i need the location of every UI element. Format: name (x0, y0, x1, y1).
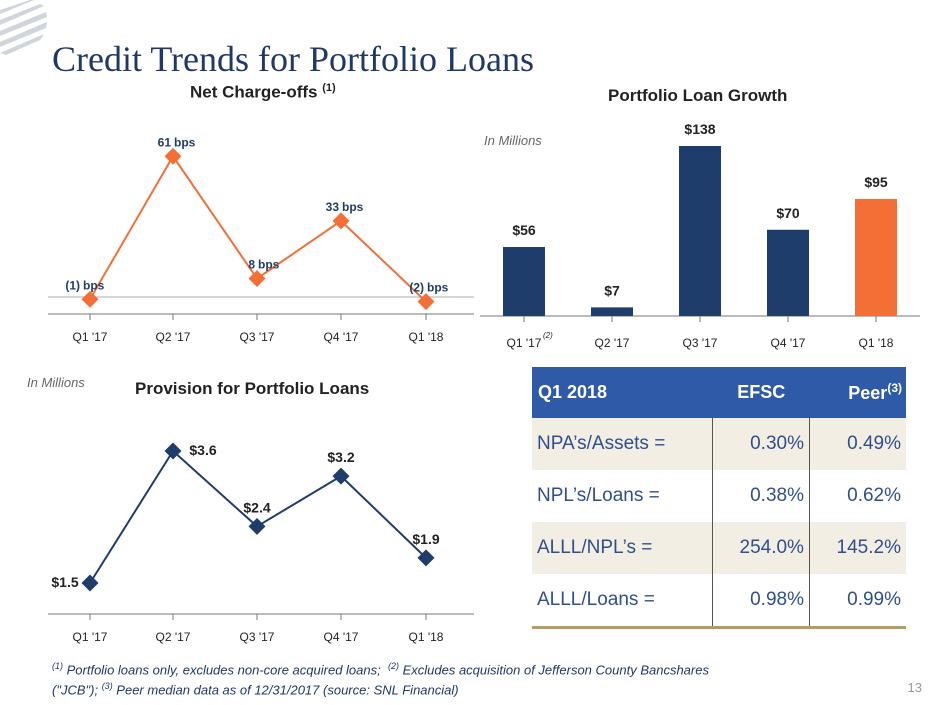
data-label: 61 (158, 135, 172, 149)
footnote-3-sup: (3) (101, 681, 113, 692)
table-cell-peer: 0.49% (808, 418, 906, 470)
footnote-1-sup: (1) (52, 661, 63, 671)
net-chargeoffs-title: Net Charge-offs (1) (190, 82, 336, 103)
data-point (164, 147, 182, 165)
bar (503, 247, 545, 316)
data-label: $3.2 (327, 449, 354, 465)
net-chargeoffs-title-sup: (1) (322, 82, 336, 94)
data-point (332, 212, 350, 230)
x-tick-label: Q4 '17 (324, 330, 359, 344)
data-label: (1) (65, 278, 80, 292)
bar (679, 146, 721, 316)
footnote-1-text: Portfolio loans only, excludes non-core … (63, 662, 381, 678)
x-tick-label: Q2 '17 (156, 630, 191, 644)
data-label-unit: bps (174, 135, 196, 149)
table-cell-efsc: 0.38% (712, 470, 810, 522)
table-cell-metric: ALLL/NPL’s = (532, 522, 713, 574)
bar (591, 307, 633, 316)
x-tick-label: Q3 '17 (240, 630, 275, 644)
table-header-peer-text: Peer (848, 383, 888, 403)
data-label: $56 (512, 222, 536, 238)
loan-growth-title: Portfolio Loan Growth (608, 86, 788, 105)
bar (855, 198, 897, 316)
table-cell-peer: 0.62% (808, 470, 906, 522)
data-label: 8 (248, 258, 255, 272)
table-row: ALLL/NPL’s = 254.0% 145.2% (532, 522, 906, 574)
x-tick-label: Q3 '17 (240, 330, 275, 344)
table-row: ALLL/Loans = 0.98% 0.99% (532, 574, 906, 629)
table-row: NPL’s/Loans = 0.38% 0.62% (532, 470, 906, 522)
credit-metrics-table: Q1 2018 EFSC Peer(3) NPA’s/Assets = 0.30… (532, 367, 906, 629)
loan-growth-units-note: In Millions (484, 133, 542, 148)
provision-units-note: In Millions (27, 375, 85, 390)
table-cell-efsc: 0.98% (712, 574, 810, 629)
x-tick-label: Q1 '17 (73, 630, 108, 644)
data-point (81, 290, 99, 308)
table-header-peer: Peer(3) (809, 367, 906, 418)
x-tick-label: Q2 '17 (156, 330, 191, 344)
table-header-period: Q1 2018 (532, 367, 713, 418)
data-point (81, 574, 99, 592)
bar (767, 229, 809, 316)
net-chargeoffs-title-text: Net Charge-offs (190, 82, 318, 102)
data-label: $7 (604, 282, 620, 298)
table-cell-efsc: 0.30% (712, 418, 810, 470)
data-label: $138 (684, 121, 715, 137)
data-label: $3.6 (189, 442, 216, 458)
data-label-unit: bps (83, 278, 105, 292)
data-label: 33 (326, 200, 340, 214)
x-tick-label: Q1 '17 (507, 336, 542, 350)
x-tick-label: Q1 '18 (409, 330, 444, 344)
table-cell-metric: ALLL/Loans = (532, 574, 713, 629)
data-point (417, 549, 435, 567)
table-cell-peer: 0.99% (808, 574, 906, 629)
provision-title: Provision for Portfolio Loans (135, 379, 370, 398)
data-label-unit: bps (342, 200, 364, 214)
x-tick-label-footnote: (2) (543, 331, 553, 340)
data-label: (2) (409, 281, 424, 295)
data-point (417, 293, 435, 311)
x-tick-label: Q4 '17 (771, 336, 806, 350)
footnote-2-sup: (2) (387, 661, 399, 671)
data-point (164, 442, 182, 460)
data-label: $95 (864, 174, 888, 190)
data-label: $70 (776, 205, 800, 221)
data-label-unit: bps (258, 258, 280, 272)
table-header-efsc: EFSC (712, 367, 810, 418)
x-tick-label: Q1 '18 (409, 630, 444, 644)
company-logo (0, 0, 47, 55)
table-cell-efsc: 254.0% (712, 522, 810, 574)
table-cell-metric: NPL’s/Loans = (537, 485, 660, 506)
table-row: NPA’s/Assets = 0.30% 0.49% (532, 418, 906, 470)
provision-series-line (89, 449, 427, 584)
table-cell-peer: 145.2% (808, 522, 906, 574)
x-tick-label: Q3 '17 (683, 336, 718, 350)
x-tick-label: Q4 '17 (324, 630, 359, 644)
footnote-3-text: Peer median data as of 12/31/2017 (sourc… (112, 682, 459, 698)
footnote-2-text: Excludes acquisition of Jefferson County… (52, 662, 709, 698)
data-point (248, 517, 266, 535)
data-point (248, 270, 266, 288)
data-point (332, 467, 350, 485)
table-cell-metric: NPA’s/Assets = (532, 418, 713, 470)
data-label: $1.9 (412, 531, 439, 547)
page-title: Credit Trends for Portfolio Loans (52, 39, 534, 79)
data-label: $1.5 (51, 574, 78, 590)
x-tick-label: Q1 '18 (859, 336, 894, 350)
page-number: 13 (907, 680, 922, 695)
data-label: $2.4 (243, 499, 270, 515)
x-tick-label: Q2 '17 (595, 336, 630, 350)
x-tick-label: Q1 '17 (73, 330, 108, 344)
table-header-peer-sup: (3) (887, 381, 902, 395)
footnote: (1) Portfolio loans only, excludes non-c… (52, 658, 752, 699)
table-header-row: Q1 2018 EFSC Peer(3) (532, 367, 906, 418)
data-label-unit: bps (427, 281, 449, 295)
